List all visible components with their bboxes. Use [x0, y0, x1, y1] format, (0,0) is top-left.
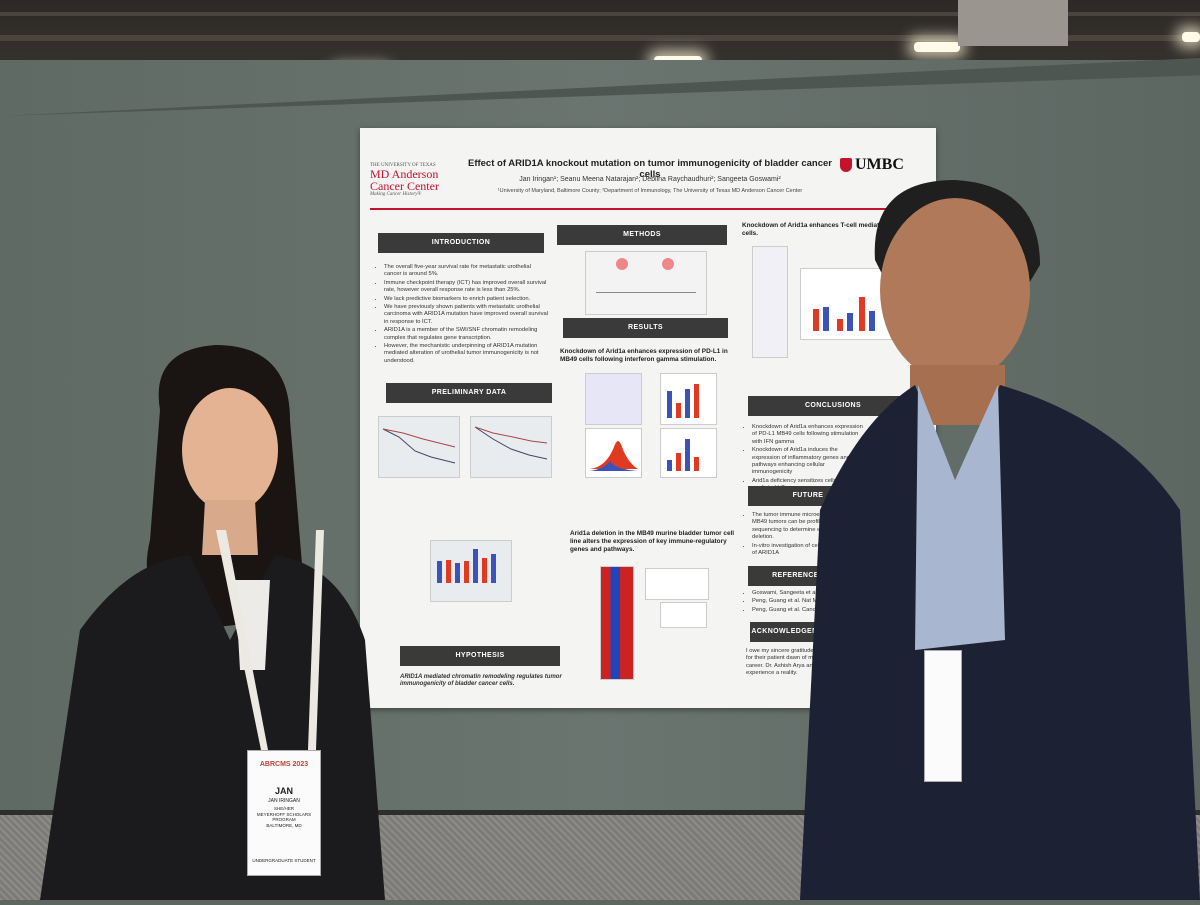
- bar: [437, 561, 442, 583]
- histogram-plot: [585, 428, 642, 478]
- bar: [473, 549, 478, 583]
- section-header-conclusions: CONCLUSIONS: [748, 396, 918, 416]
- introduction-text: The overall five-year survival rate for …: [376, 264, 548, 366]
- ceiling-beam: [0, 12, 1200, 16]
- bar: [837, 319, 843, 331]
- bar: [446, 560, 451, 583]
- ceiling-light: [914, 42, 960, 52]
- heatmap: [600, 566, 634, 680]
- umbc-logo: UMBC: [840, 156, 904, 174]
- cell-icon: [662, 258, 674, 270]
- lanyard: [216, 530, 326, 770]
- section-header-preliminary: PRELIMINARY DATA: [386, 383, 552, 403]
- bar: [464, 561, 469, 583]
- poster-title: Effect of ARID1A knockout mutation on tu…: [467, 158, 833, 180]
- bars-b: [667, 380, 707, 418]
- flow-plot-a: [585, 373, 642, 425]
- bar: [813, 309, 819, 331]
- bar: [667, 460, 672, 471]
- bar: [482, 558, 487, 583]
- badge-location: BALTIMORE, MD: [266, 823, 302, 828]
- bar: [694, 384, 699, 418]
- survival-curve-a: [378, 416, 460, 478]
- bar-figure-d: [660, 428, 717, 478]
- name-badge-partial: [924, 650, 962, 782]
- survival-curve-b: [470, 416, 552, 478]
- km-plot-a: [382, 428, 456, 464]
- badge-first-name: JAN: [274, 786, 293, 796]
- results-heading-1: Knockdown of Arid1a enhances expression …: [560, 348, 728, 363]
- umbc-shield-icon: [840, 158, 852, 173]
- bar: [676, 403, 681, 418]
- badge-pronouns: SHE/HER: [273, 806, 294, 811]
- bars-c: [437, 547, 505, 583]
- bar: [685, 439, 690, 471]
- ceiling-light: [1182, 32, 1200, 42]
- pathway-plot-1: [645, 568, 709, 600]
- diagram-line: [596, 292, 696, 293]
- bar: [491, 554, 496, 583]
- bars-d: [667, 435, 707, 471]
- histogram-svg: [590, 441, 638, 471]
- bar: [847, 313, 853, 331]
- methods-diagram: [585, 251, 707, 315]
- bar-figure-b: [660, 373, 717, 425]
- presenter-left-figure: [40, 345, 385, 900]
- future-text: The tumor immune microenvironment of MB4…: [744, 512, 864, 558]
- bar-figure-c: [430, 540, 512, 602]
- ceiling-beam: [0, 35, 1200, 41]
- name-badge: ABRCMS 2023 JAN JAN IRINGAN SHE/HER MEYE…: [247, 750, 321, 876]
- badge-affiliation: MEYERHOFF SCHOLARS PROGRAM: [256, 812, 312, 822]
- bar: [823, 307, 829, 331]
- badge-full-name: JAN IRINGAN: [268, 798, 300, 804]
- flow-panels: [752, 246, 788, 358]
- md-anderson-logo: THE UNIVERSITY OF TEXAS MD Anderson Canc…: [370, 163, 439, 197]
- badge-role: UNDERGRADUATE STUDENT: [252, 858, 316, 863]
- ceiling-pillar: [958, 0, 1068, 46]
- section-header-hypothesis: HYPOTHESIS: [400, 646, 560, 666]
- bar: [685, 389, 690, 418]
- bar: [667, 391, 672, 418]
- results-heading-3: Knockdown of Arid1a enhances T-cell medi…: [742, 222, 906, 237]
- section-header-results: RESULTS: [563, 318, 728, 338]
- pathway-plot-2: [660, 602, 707, 628]
- bar: [859, 297, 865, 331]
- presenter-left: [40, 340, 390, 900]
- presenter-right-figure: [800, 180, 1200, 900]
- killing-bar-chart: [800, 268, 892, 340]
- bar: [869, 311, 875, 331]
- section-header-methods: METHODS: [557, 225, 727, 245]
- poster-affiliations: ¹University of Maryland, Baltimore Count…: [497, 188, 803, 194]
- km-plot-b: [474, 426, 548, 460]
- title-divider: [370, 208, 926, 210]
- acknowledgements-text: I owe my sincere gratitude to members fo…: [746, 648, 846, 677]
- lanyard-strap: [216, 530, 324, 750]
- poster-authors: Jan Iringan¹; Seanu Meena Natarajan²; De…: [519, 176, 781, 183]
- hypothesis-text: ARID1A mediated chromatin remodeling reg…: [400, 674, 562, 688]
- bar: [676, 453, 681, 471]
- section-header-introduction: INTRODUCTION: [378, 233, 544, 253]
- cell-icon: [616, 258, 628, 270]
- results-heading-2: Arid1a deletion in the MB49 murine bladd…: [570, 530, 735, 553]
- references-text: Goswami, Sangeeta et al. Peng, Guang et …: [744, 590, 854, 615]
- badge-event: ABRCMS 2023: [259, 761, 309, 768]
- bar: [694, 457, 699, 471]
- presenter-right: [800, 180, 1200, 900]
- bar: [455, 563, 460, 583]
